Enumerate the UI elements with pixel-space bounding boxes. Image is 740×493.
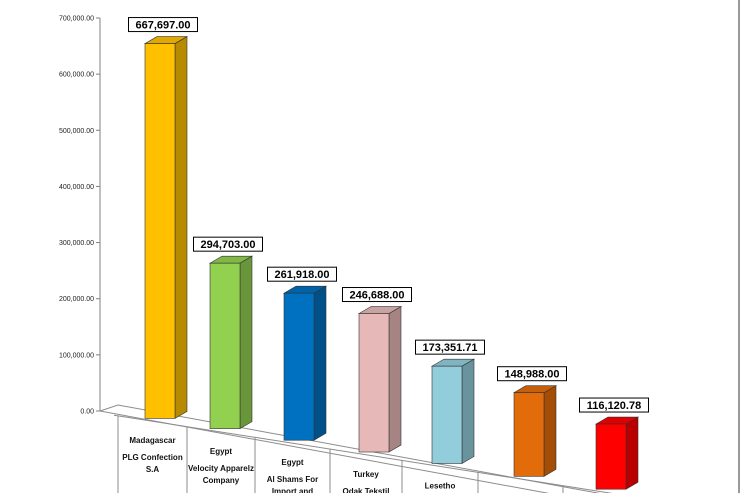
y-tick-label: 500,000.00: [59, 128, 94, 135]
x-tick-label-country: Madagascar: [129, 436, 175, 445]
x-axis-line: [113, 414, 613, 493]
y-tick-label: 200,000.00: [59, 296, 94, 303]
y-tick-label: 700,000.00: [59, 16, 94, 23]
x-tick-label-company: Al Shams For: [267, 475, 319, 484]
data-label-box: [415, 339, 485, 355]
data-label-box: [193, 236, 263, 252]
data-label: 148,988.00: [504, 369, 559, 381]
bar: [283, 292, 315, 441]
bar: [431, 365, 463, 464]
bar: [513, 392, 545, 477]
bar-side-face: [313, 285, 327, 441]
x-tick-label-country: Lesetho: [425, 481, 456, 490]
bar-side-face: [388, 305, 402, 453]
data-label-box: [497, 366, 567, 382]
y-tick-label: 100,000.00: [59, 352, 94, 359]
bar-side-face: [461, 358, 475, 465]
y-tick-label: 400,000.00: [59, 184, 94, 191]
x-tick-label-company: Company: [203, 476, 240, 485]
data-label: 261,918.00: [274, 269, 329, 281]
x-tick-label-country: Egypt: [210, 447, 233, 456]
data-label: 173,351.71: [422, 342, 477, 354]
bar: [595, 423, 627, 490]
x-tick-label-company: Velocity Apparelz: [188, 464, 254, 473]
data-label: 246,688.00: [349, 290, 404, 302]
data-label-box: [579, 397, 649, 413]
y-tick-label: 0.00: [80, 409, 94, 416]
x-tick-label-country: Turkey: [353, 470, 379, 479]
data-label: 294,703.00: [200, 239, 255, 251]
y-tick-label: 600,000.00: [59, 72, 94, 79]
x-tick-label-company: S.A: [146, 465, 160, 474]
x-tick-label-company: Odak Tekstil: [343, 487, 390, 493]
bar-side-face: [625, 416, 639, 490]
bar: [209, 262, 241, 429]
x-tick-label-country: Egypt: [281, 458, 304, 467]
data-label-box: [342, 287, 412, 303]
bar: [144, 43, 176, 419]
x-tick-label-company: PLG Confection: [122, 453, 183, 462]
data-label-box: [128, 17, 198, 33]
y-tick-label: 300,000.00: [59, 240, 94, 247]
bar-side-face: [239, 255, 253, 430]
bar: [358, 313, 390, 453]
data-label: 667,697.00: [135, 20, 190, 32]
bar-side-face: [543, 385, 557, 477]
data-label: 116,120.78: [587, 400, 641, 412]
x-tick-label-company: Import and: [272, 487, 313, 493]
bar-side-face: [174, 36, 188, 419]
data-label-box: [267, 266, 337, 282]
